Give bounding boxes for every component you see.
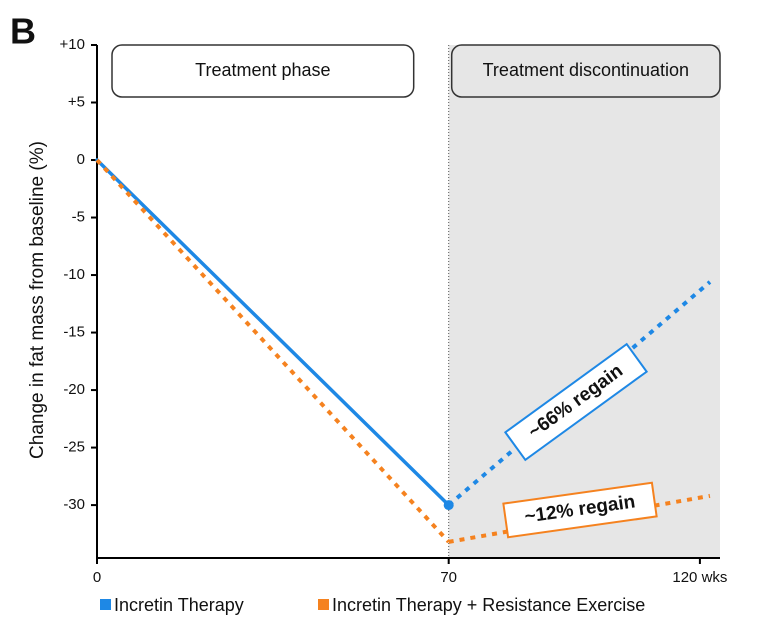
legend-label: Incretin Therapy + Resistance Exercise bbox=[332, 595, 645, 615]
phase-box bbox=[111, 44, 415, 98]
x-tick-label: 70 bbox=[440, 569, 457, 586]
y-tick-label: -15 bbox=[63, 324, 85, 341]
line-segment bbox=[95, 158, 451, 544]
y-tick-label: -20 bbox=[63, 381, 85, 398]
phase-label: Treatment phase bbox=[195, 60, 330, 80]
y-tick-label: +5 bbox=[68, 93, 85, 110]
y-tick-label: +10 bbox=[60, 36, 85, 53]
legend-label: Incretin Therapy bbox=[114, 595, 244, 615]
annotation-box bbox=[502, 481, 658, 539]
y-tick-label: -30 bbox=[63, 496, 85, 513]
annotation: ~12% regain bbox=[502, 481, 658, 539]
y-tick-label: -25 bbox=[63, 439, 85, 456]
phase-box bbox=[450, 44, 721, 98]
point bbox=[443, 500, 454, 511]
line-segment bbox=[95, 158, 451, 507]
panel-label: B bbox=[10, 11, 36, 52]
x-tick-label: 0 bbox=[93, 569, 101, 586]
y-tick-label: 0 bbox=[77, 151, 85, 168]
phase-shade bbox=[448, 45, 720, 558]
phase-label: Treatment discontinuation bbox=[483, 60, 689, 80]
y-tick-label: -10 bbox=[63, 266, 85, 283]
legend-swatch bbox=[318, 599, 329, 610]
y-tick-label: -5 bbox=[72, 209, 85, 226]
legend-swatch bbox=[100, 599, 111, 610]
x-tick-label: 120 wks bbox=[672, 569, 727, 586]
y-axis-label: Change in fat mass from baseline (%) bbox=[27, 141, 48, 459]
line-segment bbox=[447, 280, 712, 507]
annotation-box bbox=[503, 342, 649, 462]
